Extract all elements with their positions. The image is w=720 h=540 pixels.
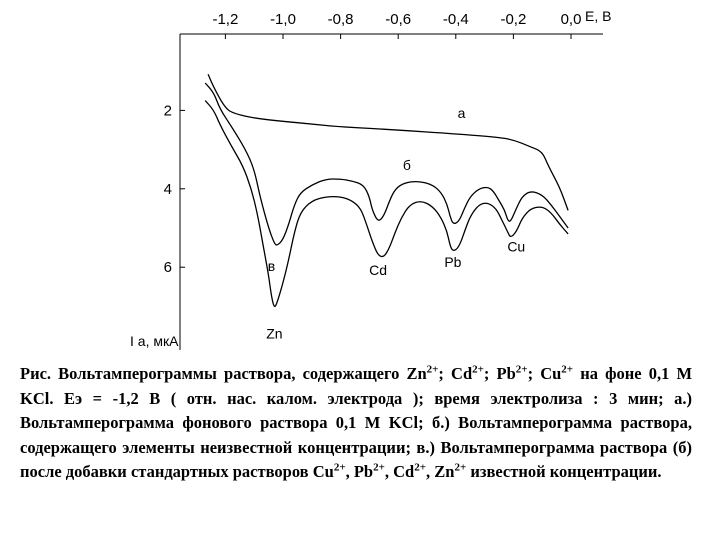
voltammogram-chart: -1,2 -1,0 -0,8 -0,6 -0,4 -0,2 0,0 2 4 6 E, В I a…	[130, 8, 611, 350]
caption-line-4: KCl; б.) Вольтамперограмма раствора, сод…	[20, 413, 692, 457]
charge: 2+	[561, 363, 574, 376]
caption-line-5: неизвестной концентрации; в.) Вольтампер…	[20, 437, 693, 482]
caption-line-1a: Вольтамперограммы раствора, содержащего …	[58, 364, 427, 383]
charge: 2+	[454, 461, 467, 474]
curve-annotation: Zn	[266, 326, 282, 342]
x-axis-title: E, В	[585, 8, 611, 24]
charge: 2+	[426, 363, 439, 376]
curve-annotation: Pb	[444, 254, 461, 270]
curve-annotation: а	[458, 105, 466, 121]
curve-annotation: б	[403, 157, 411, 173]
caption-line-6b: , Pb	[345, 462, 374, 481]
curve-v	[204, 100, 569, 308]
charge: 2+	[414, 461, 427, 474]
x-tick-label: -0,4	[443, 11, 469, 28]
caption-line-3: электролиза : 3 мин; а.) Вольтамперограм…	[20, 388, 692, 433]
x-tick-label: -1,2	[212, 11, 238, 28]
x-tick-label: -0,8	[328, 11, 354, 28]
curve-labels: а б в Zn Cd Pb Cu	[266, 105, 525, 341]
curves	[204, 74, 569, 308]
curve-b	[204, 82, 569, 246]
caption-line-1c: ; Pb	[483, 364, 516, 383]
curve-a	[207, 74, 569, 211]
caption-line-1d: ; Cu	[527, 364, 562, 383]
figure-caption: Рис. Вольтамперограммы раствора, содержа…	[20, 362, 692, 485]
caption-line-6e: известной	[470, 462, 546, 481]
y-tick-label: 6	[164, 259, 172, 276]
charge: 2+	[373, 461, 385, 474]
x-tick-label: -1,0	[270, 11, 296, 28]
x-tick-label: -0,2	[500, 11, 526, 28]
charge: 2+	[472, 363, 484, 376]
caption-line-6d: , Zn	[426, 462, 455, 481]
caption-line-6a: добавки стандартных растворов Cu	[65, 462, 334, 481]
charge: 2+	[515, 363, 528, 376]
caption-line-6c: , Cd	[384, 462, 415, 481]
curve-annotation: Cu	[507, 239, 525, 255]
x-tick-label: 0,0	[561, 11, 582, 28]
caption-line-2: на фоне 0,1 М KCl. Eэ = -1,2 В ( отн. на…	[20, 364, 693, 408]
y-axis-title: I a, мкА	[130, 333, 179, 349]
caption-line-1b: ; Cd	[438, 364, 473, 383]
charge: 2+	[333, 461, 346, 474]
caption-line-7: концентрации.	[549, 462, 662, 481]
y-tick-label: 4	[164, 181, 172, 198]
y-tick-label: 2	[164, 102, 172, 119]
caption-fig-prefix: Рис.	[20, 364, 52, 383]
curve-annotation: в	[268, 258, 275, 274]
x-ticks: -1,2 -1,0 -0,8 -0,6 -0,4 -0,2 0,0	[212, 11, 581, 39]
x-tick-label: -0,6	[385, 11, 411, 28]
y-ticks: 2 4 6	[164, 102, 185, 276]
curve-annotation: Cd	[369, 262, 387, 278]
